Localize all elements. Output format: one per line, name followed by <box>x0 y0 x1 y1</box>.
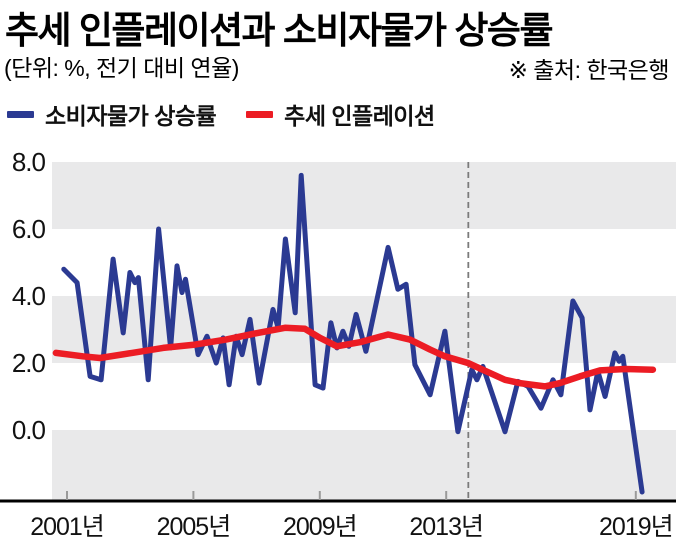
y-tick-label-4.0: 4.0 <box>12 281 46 311</box>
y-tick-label-8.0: 8.0 <box>12 147 46 177</box>
subtitle-row: (단위: %, 전기 대비 연율) ※ 출처: 한국은행 <box>0 47 676 83</box>
legend-label-cpi: 소비자물가 상승률 <box>45 103 217 129</box>
legend: 소비자물가 상승률 추세 인플레이션 <box>7 99 465 129</box>
x-tick-label-2001: 2001년 <box>30 513 104 541</box>
legend-label-trend: 추세 인플레이션 <box>284 103 435 129</box>
grid-band-0 <box>52 162 676 229</box>
grid-band-2 <box>52 430 676 500</box>
legend-swatch-trend <box>246 110 274 118</box>
chart-source: ※ 출처: 한국은행 <box>508 57 670 83</box>
y-tick-label-0.0: 0.0 <box>12 415 46 445</box>
chart-title: 추세 인플레이션과 소비자물가 상승률 <box>5 10 553 51</box>
x-tick-label-2013: 2013년 <box>409 513 483 541</box>
trend-line <box>52 324 657 390</box>
x-tick-label-2019: 2019년 <box>599 513 673 541</box>
chart-unit-note: (단위: %, 전기 대비 연율) <box>4 55 239 81</box>
y-tick-label-2.0: 2.0 <box>12 348 46 378</box>
legend-swatch-cpi <box>7 110 34 118</box>
y-tick-label-6.0: 6.0 <box>12 214 46 244</box>
x-tick-label-2005: 2005년 <box>157 513 231 541</box>
x-tick-label-2009: 2009년 <box>283 513 357 541</box>
